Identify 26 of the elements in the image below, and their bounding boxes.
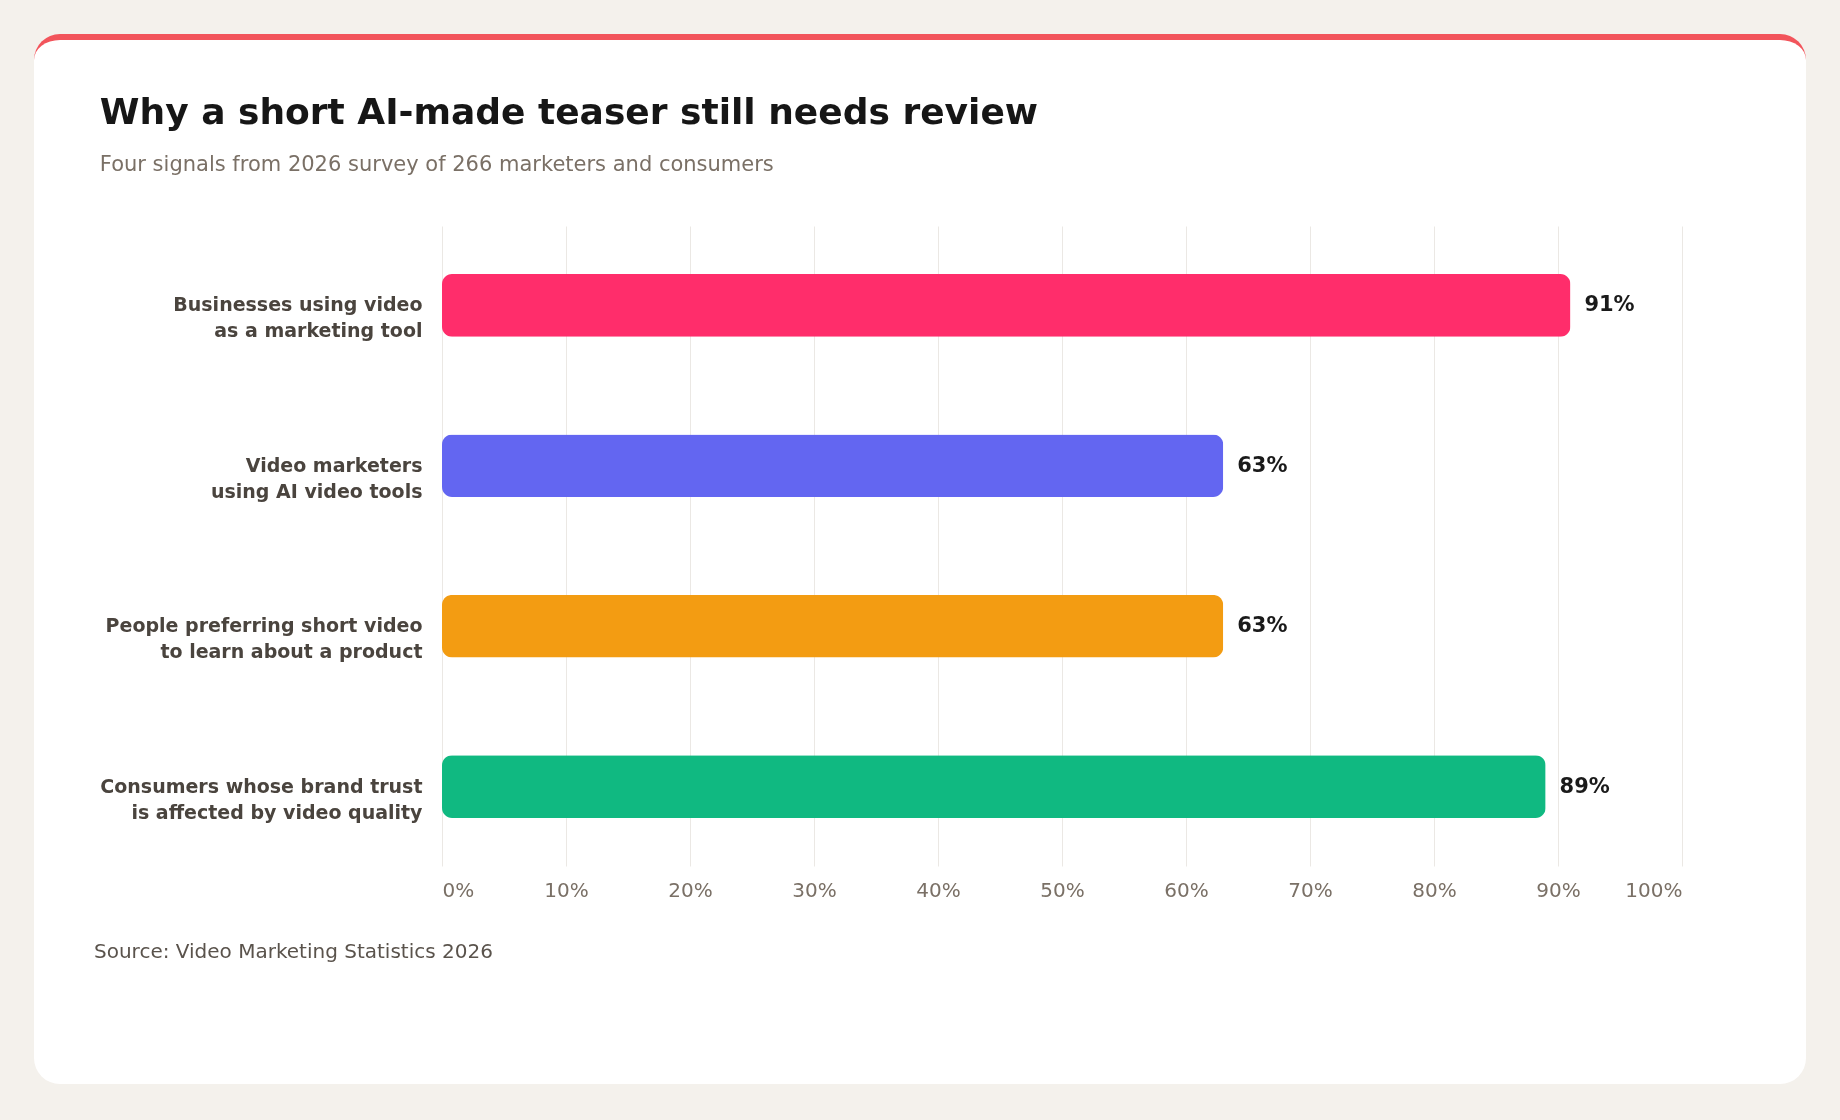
source-note: Source: Video Marketing Statistics 2026	[94, 939, 494, 963]
x-tick-label: 60%	[1164, 877, 1209, 902]
data-label: 89%	[1559, 773, 1610, 798]
x-tick-label: 90%	[1536, 877, 1581, 902]
x-tick-label: 0%	[442, 877, 475, 902]
x-tick-label: 40%	[916, 877, 961, 902]
bar	[442, 755, 1546, 818]
x-tick-label: 50%	[1040, 877, 1085, 902]
data-label: 63%	[1237, 613, 1288, 638]
y-tick-label: Businesses using video as a marketing tool	[173, 293, 423, 342]
x-tick-label: 80%	[1412, 877, 1457, 902]
y-tick-label: Consumers whose brand trust is affected by video quality	[100, 774, 424, 823]
data-label: 63%	[1237, 452, 1288, 477]
x-tick-label: 70%	[1288, 877, 1333, 902]
bar	[442, 594, 1224, 658]
bar	[442, 434, 1224, 498]
x-tick-label: 100%	[1625, 877, 1683, 902]
chart-subtitle: Four signals from 2026 survey of 266 marketers and consumers	[99, 152, 774, 176]
chart-title: Why a short AI-made teaser still needs review	[99, 91, 1039, 132]
bar	[442, 274, 1571, 337]
x-tick-label: 10%	[544, 877, 589, 902]
y-tick-label: Video marketers using AI video tools	[210, 453, 423, 502]
y-tick-label: People preferring short video to learn about a product	[105, 614, 423, 663]
x-tick-label: 30%	[792, 877, 837, 902]
x-tick-label: 20%	[668, 877, 713, 902]
data-label: 91%	[1584, 292, 1635, 317]
